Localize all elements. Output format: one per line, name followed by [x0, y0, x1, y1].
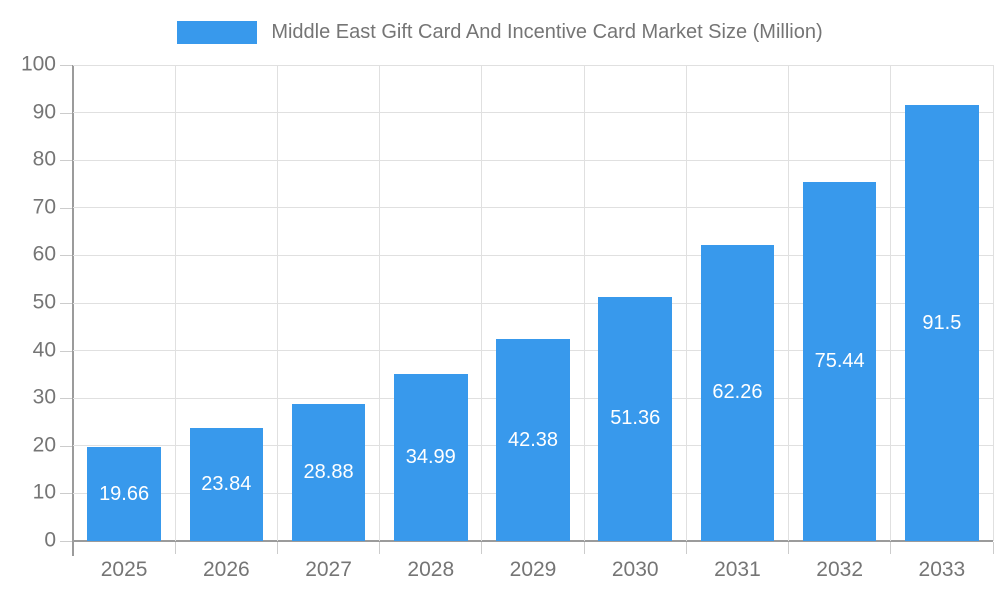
- chart-legend[interactable]: Middle East Gift Card And Incentive Card…: [0, 21, 1000, 44]
- legend-label: Middle East Gift Card And Incentive Card…: [271, 21, 823, 43]
- x-tick-6: [685, 542, 687, 554]
- y-tick-label-50: 50: [32, 290, 56, 314]
- bar-value-label-2033: 91.5: [922, 311, 962, 334]
- h-gridline-60: [73, 254, 993, 256]
- x-tick-4: [481, 542, 483, 554]
- x-axis-label-2025: 2025: [100, 558, 148, 581]
- y-tick-100: [60, 65, 72, 66]
- v-gridline-6: [685, 65, 687, 541]
- y-tick-label-60: 60: [32, 242, 56, 266]
- y-tick-70: [60, 207, 72, 209]
- y-tick-30: [60, 398, 72, 400]
- bar-value-label-2027: 28.88: [303, 460, 354, 483]
- x-axis-label-2030: 2030: [611, 558, 659, 581]
- bar-2030[interactable]: 51.36: [598, 296, 673, 541]
- v-gridline-2: [276, 65, 278, 541]
- y-tick-60: [60, 255, 72, 257]
- h-gridline-70: [73, 207, 993, 209]
- bar-value-label-2026: 23.84: [201, 472, 252, 495]
- h-gridline-50: [73, 302, 993, 304]
- y-tick-20: [60, 445, 72, 447]
- y-tick-10: [60, 493, 72, 495]
- y-tick-label-80: 80: [32, 147, 56, 171]
- h-gridline-100: [73, 64, 993, 66]
- bar-2032[interactable]: 75.44: [802, 181, 877, 541]
- bar-value-label-2032: 75.44: [814, 349, 865, 372]
- y-tick-label-90: 90: [32, 100, 56, 124]
- x-tick-9: [992, 542, 994, 554]
- bar-2033[interactable]: 91.5: [905, 105, 979, 541]
- bar-value-label-2029: 42.38: [507, 428, 559, 451]
- y-tick-label-40: 40: [32, 338, 56, 362]
- v-gridline-1: [174, 65, 176, 541]
- h-gridline-90: [73, 112, 993, 114]
- x-tick-5: [583, 542, 585, 554]
- y-tick-label-100: 100: [20, 52, 56, 76]
- x-tick-8: [890, 542, 892, 554]
- y-tick-50: [60, 303, 72, 304]
- y-tick-0: [60, 541, 72, 542]
- bar-2027[interactable]: 28.88: [291, 403, 366, 541]
- plot-area: 19.66 23.84 28.88 34.99 42.38 51.36 62.26 75.44…: [73, 64, 994, 541]
- x-tick-1: [174, 542, 176, 554]
- bar-value-label-2028: 34.99: [405, 446, 456, 469]
- x-axis-label-2032: 2032: [816, 558, 864, 581]
- v-gridline-4: [481, 65, 483, 541]
- v-gridline-9: [992, 65, 994, 541]
- x-axis-label-2026: 2026: [202, 558, 250, 581]
- legend-swatch: [177, 21, 258, 44]
- x-axis-label-2029: 2029: [509, 558, 557, 581]
- x-axis-label-2033: 2033: [918, 558, 966, 581]
- v-gridline-3: [379, 65, 381, 541]
- v-gridline-8: [890, 65, 892, 541]
- y-tick-90: [60, 112, 72, 114]
- x-tick-7: [788, 542, 790, 554]
- y-tick-80: [60, 160, 72, 162]
- y-axis-line: [72, 65, 74, 556]
- y-tick-label-30: 30: [32, 385, 56, 409]
- x-tick-2: [276, 542, 278, 554]
- bar-2028[interactable]: 34.99: [393, 374, 468, 541]
- y-tick-label-10: 10: [32, 480, 56, 504]
- bar-2031[interactable]: 62.26: [700, 244, 775, 541]
- y-tick-label-20: 20: [32, 433, 56, 457]
- y-tick-label-70: 70: [32, 195, 56, 219]
- bar-value-label-2025: 19.66: [99, 482, 150, 505]
- bar-value-label-2031: 62.26: [712, 381, 763, 404]
- x-tick-3: [379, 542, 381, 554]
- x-axis-label-2028: 2028: [407, 558, 455, 581]
- bar-2026[interactable]: 23.84: [189, 427, 264, 541]
- bar-2025[interactable]: 19.66: [87, 447, 161, 541]
- y-tick-label-0: 0: [44, 528, 56, 552]
- v-gridline-5: [583, 65, 585, 541]
- bar-value-label-2030: 51.36: [610, 407, 661, 430]
- y-tick-40: [60, 350, 72, 352]
- x-axis-label-2031: 2031: [714, 558, 761, 581]
- x-axis-label-2027: 2027: [305, 558, 352, 581]
- bar-2029[interactable]: 42.38: [496, 339, 570, 541]
- h-gridline-80: [73, 159, 993, 161]
- v-gridline-7: [788, 65, 790, 541]
- x-axis-line: [72, 540, 993, 542]
